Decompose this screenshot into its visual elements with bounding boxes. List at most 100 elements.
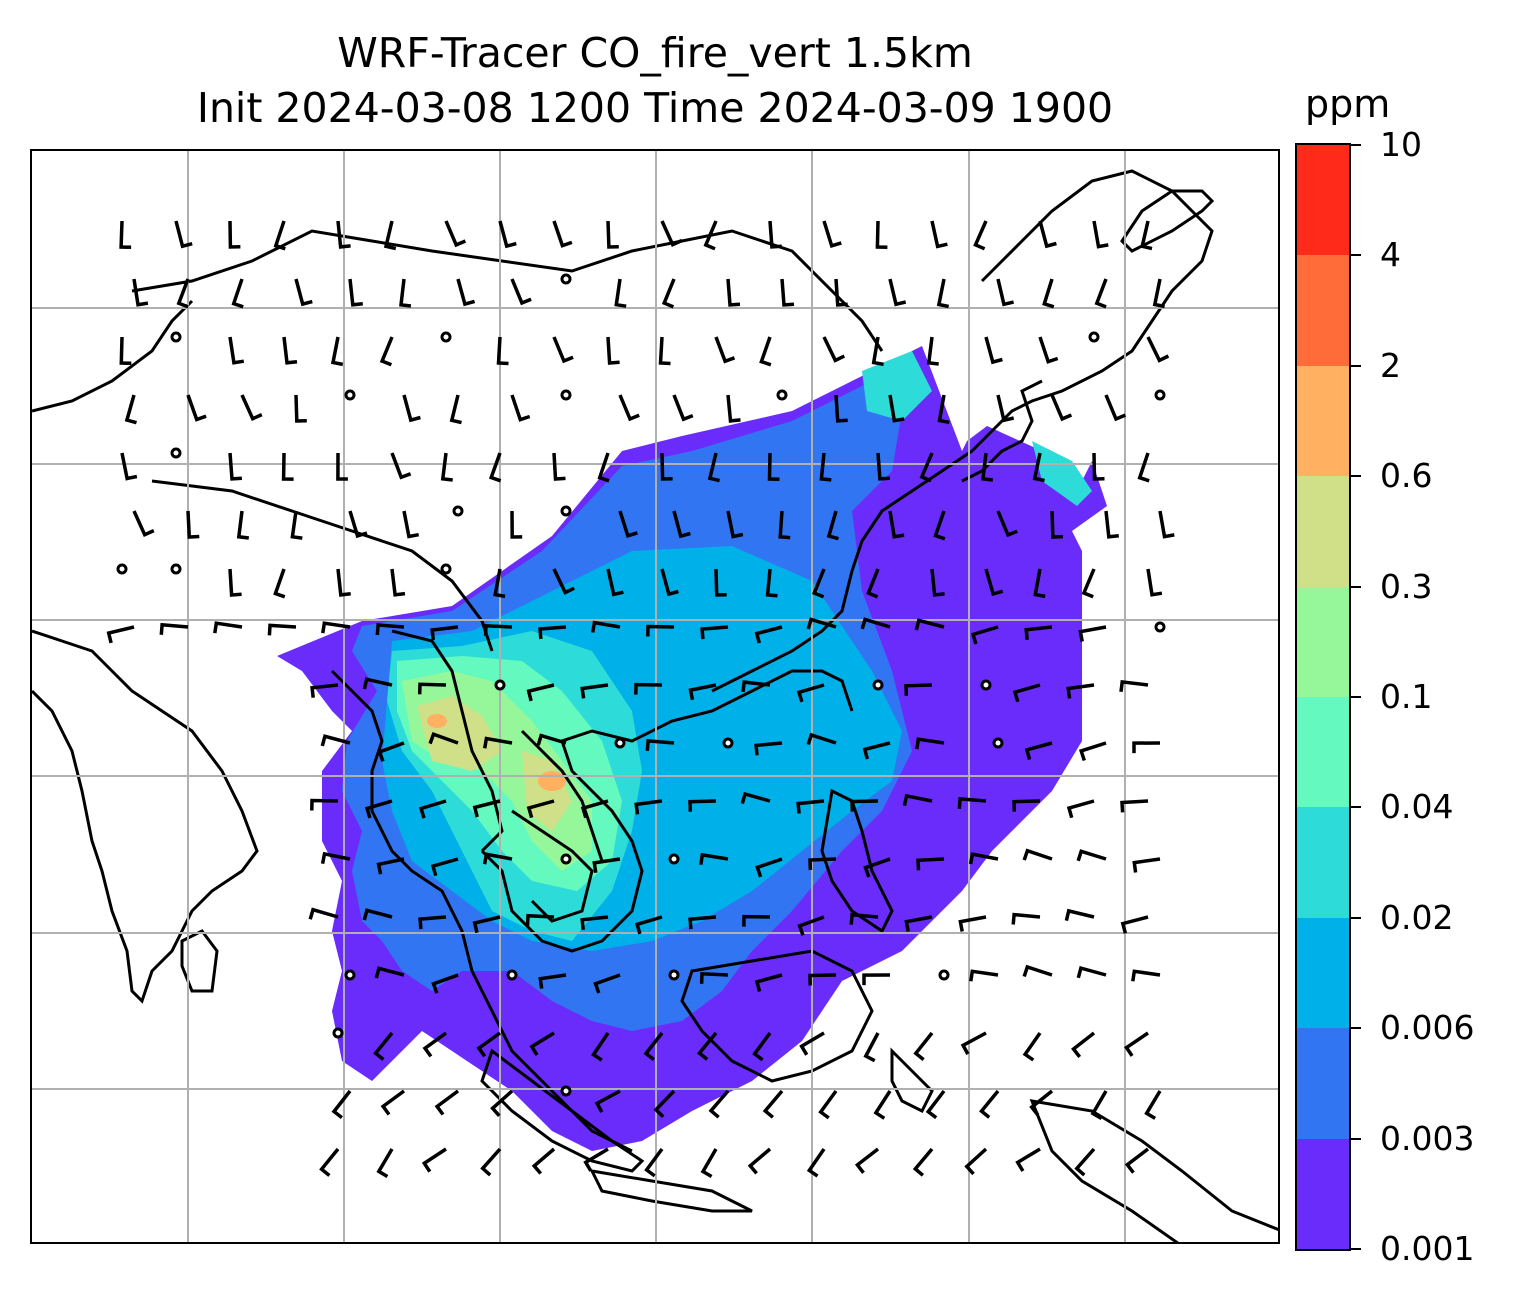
wind-barb	[871, 336, 884, 367]
wind-barb	[912, 1147, 934, 1177]
wind-barb	[970, 625, 999, 645]
wind-barb	[752, 1031, 772, 1062]
wind-barb	[863, 857, 891, 878]
wind-barb	[1074, 1147, 1096, 1177]
wind-barb	[726, 278, 741, 307]
wind-barb	[594, 1089, 621, 1113]
wind-barb	[996, 510, 1018, 538]
wind-barb	[1119, 679, 1149, 693]
wind-barb	[688, 683, 717, 701]
wind-barb	[510, 510, 523, 539]
wind-barb	[957, 797, 987, 810]
calm-wind-marker	[440, 563, 452, 575]
wind-barb	[708, 1089, 730, 1119]
wind-barb	[700, 1148, 718, 1179]
sri-lanka	[180, 929, 219, 993]
wind-barb	[1066, 799, 1095, 819]
wind-barb	[742, 914, 771, 927]
calm-wind-marker	[980, 679, 992, 691]
wind-barb	[330, 336, 344, 367]
calm-wind-marker	[494, 679, 506, 691]
calm-wind-marker	[614, 737, 626, 749]
map-title-line-1: WRF-Tracer CO_fire_vert 1.5km	[337, 29, 973, 77]
wind-barb	[661, 278, 676, 309]
calm-wind-marker	[344, 969, 356, 981]
wind-barb	[449, 394, 462, 425]
wind-barb	[873, 1090, 892, 1120]
calm-wind-marker	[560, 273, 572, 285]
wind-barb	[926, 336, 939, 366]
wind-barb	[120, 452, 138, 481]
colorbar-tick-label: 0.006	[1380, 1008, 1475, 1048]
colorbar-tick	[1351, 1248, 1361, 1250]
wind-barb	[422, 1031, 448, 1058]
colorbar-tick	[1351, 144, 1361, 146]
co-band-north-patch	[862, 351, 932, 421]
wind-barb	[593, 973, 621, 994]
wind-barb	[876, 452, 891, 481]
wind-barb	[383, 220, 397, 251]
wind-barb	[1024, 625, 1053, 640]
wind-barb	[822, 220, 842, 248]
wind-barb	[726, 510, 744, 539]
colorbar-tick	[1351, 1137, 1361, 1140]
wind-barb	[973, 220, 988, 251]
java	[589, 1169, 753, 1213]
wind-barb	[1038, 336, 1059, 364]
calm-wind-marker	[170, 331, 182, 343]
japan	[1120, 189, 1215, 253]
wind-barb	[797, 915, 825, 936]
colorbar-segment	[1297, 145, 1349, 256]
wind-barb	[231, 278, 244, 309]
colorbar-segment	[1297, 1028, 1349, 1140]
colorbar-segment	[1297, 476, 1349, 588]
calm-wind-marker	[170, 447, 182, 459]
wind-barb	[1146, 336, 1170, 363]
calm-wind-marker	[872, 679, 884, 691]
wind-barb	[583, 1147, 609, 1172]
wind-barb	[418, 915, 447, 930]
calm-wind-marker	[440, 331, 452, 343]
wind-barb	[493, 568, 506, 599]
wind-barb	[930, 220, 948, 249]
wind-barb	[159, 622, 189, 635]
wind-barb	[336, 568, 351, 597]
colorbar-segment	[1297, 697, 1349, 808]
wind-barb	[290, 510, 303, 540]
wind-barb	[1042, 278, 1055, 309]
wind-barb	[862, 741, 891, 760]
co-band-0.3b	[522, 751, 572, 831]
wind-barb	[1124, 1031, 1149, 1057]
wind-barb	[402, 394, 421, 423]
wind-barb	[498, 220, 517, 249]
wind-barb	[834, 278, 848, 307]
calm-wind-marker	[560, 1085, 572, 1097]
wind-barb	[375, 623, 405, 636]
wind-barb	[754, 973, 783, 992]
map-canvas	[32, 151, 1278, 1242]
wind-barb	[796, 799, 825, 814]
co-band-0.6	[538, 771, 566, 791]
wind-barb	[645, 739, 675, 752]
wind-barb	[653, 1089, 676, 1118]
wind-barb	[174, 220, 193, 249]
wind-barb	[1029, 1089, 1054, 1117]
wind-barb	[699, 852, 729, 866]
wind-barb	[854, 1147, 880, 1174]
wind-barb	[672, 510, 691, 539]
calm-wind-marker	[506, 969, 518, 981]
calm-wind-marker	[344, 389, 356, 401]
wind-barb	[331, 1089, 352, 1119]
wind-barb	[618, 394, 640, 422]
wind-barb	[913, 1031, 934, 1061]
wind-barb	[806, 617, 837, 630]
wind-barb	[430, 857, 459, 877]
wind-barb	[634, 799, 663, 815]
wind-barb	[1124, 1147, 1150, 1174]
wind-barb	[765, 568, 778, 598]
wind-barb	[1022, 1031, 1042, 1062]
map-title-line-2: Init 2024-03-08 1200 Time 2024-03-09 190…	[196, 84, 1114, 132]
wind-barb	[580, 683, 609, 699]
wind-barb	[660, 220, 683, 248]
wind-barb	[362, 908, 393, 921]
